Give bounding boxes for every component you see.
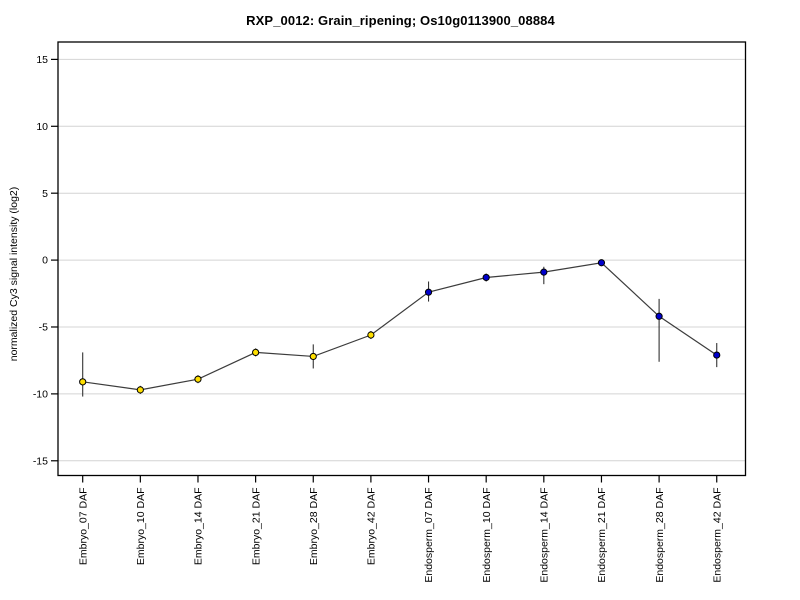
x-tick-label: Embryo_14 DAF — [193, 488, 205, 566]
y-tick-label: 10 — [36, 121, 48, 133]
y-tick-label: -5 — [39, 322, 48, 334]
data-point — [597, 259, 606, 267]
data-point — [540, 268, 548, 276]
x-tick-label: Endosperm_07 DAF — [423, 488, 435, 583]
x-tick-label: Embryo_10 DAF — [135, 488, 147, 566]
x-tick-label: Endosperm_28 DAF — [654, 488, 666, 583]
data-point — [136, 386, 144, 394]
x-tick-label: Endosperm_14 DAF — [539, 488, 551, 583]
data-point — [424, 288, 433, 296]
y-tick-label: -15 — [33, 455, 48, 467]
x-tick-label: Endosperm_42 DAF — [711, 488, 723, 583]
y-tick-label: 5 — [42, 188, 48, 200]
x-tick-label: Endosperm_10 DAF — [481, 488, 493, 583]
y-tick-label: 15 — [36, 54, 48, 66]
data-point — [713, 351, 721, 359]
plot-box — [57, 41, 747, 477]
data-point — [252, 348, 260, 357]
x-tick-label: Embryo_42 DAF — [366, 488, 378, 566]
x-tick-label: Embryo_07 DAF — [77, 488, 89, 566]
y-tick-label: 0 — [42, 255, 48, 267]
x-tick-label: Endosperm_21 DAF — [596, 488, 608, 583]
data-point — [79, 378, 87, 386]
data-point — [482, 273, 490, 282]
x-tick-label: Embryo_28 DAF — [308, 488, 320, 566]
x-tick-label: Embryo_21 DAF — [250, 488, 262, 566]
chart-title: RXP_0012: Grain_ripening; Os10g0113900_0… — [246, 13, 555, 28]
data-point — [367, 331, 375, 339]
data-point — [309, 352, 317, 361]
data-point — [655, 312, 663, 320]
series-line — [82, 262, 718, 391]
data-point — [194, 375, 202, 383]
y-tick-label: -10 — [33, 388, 48, 400]
